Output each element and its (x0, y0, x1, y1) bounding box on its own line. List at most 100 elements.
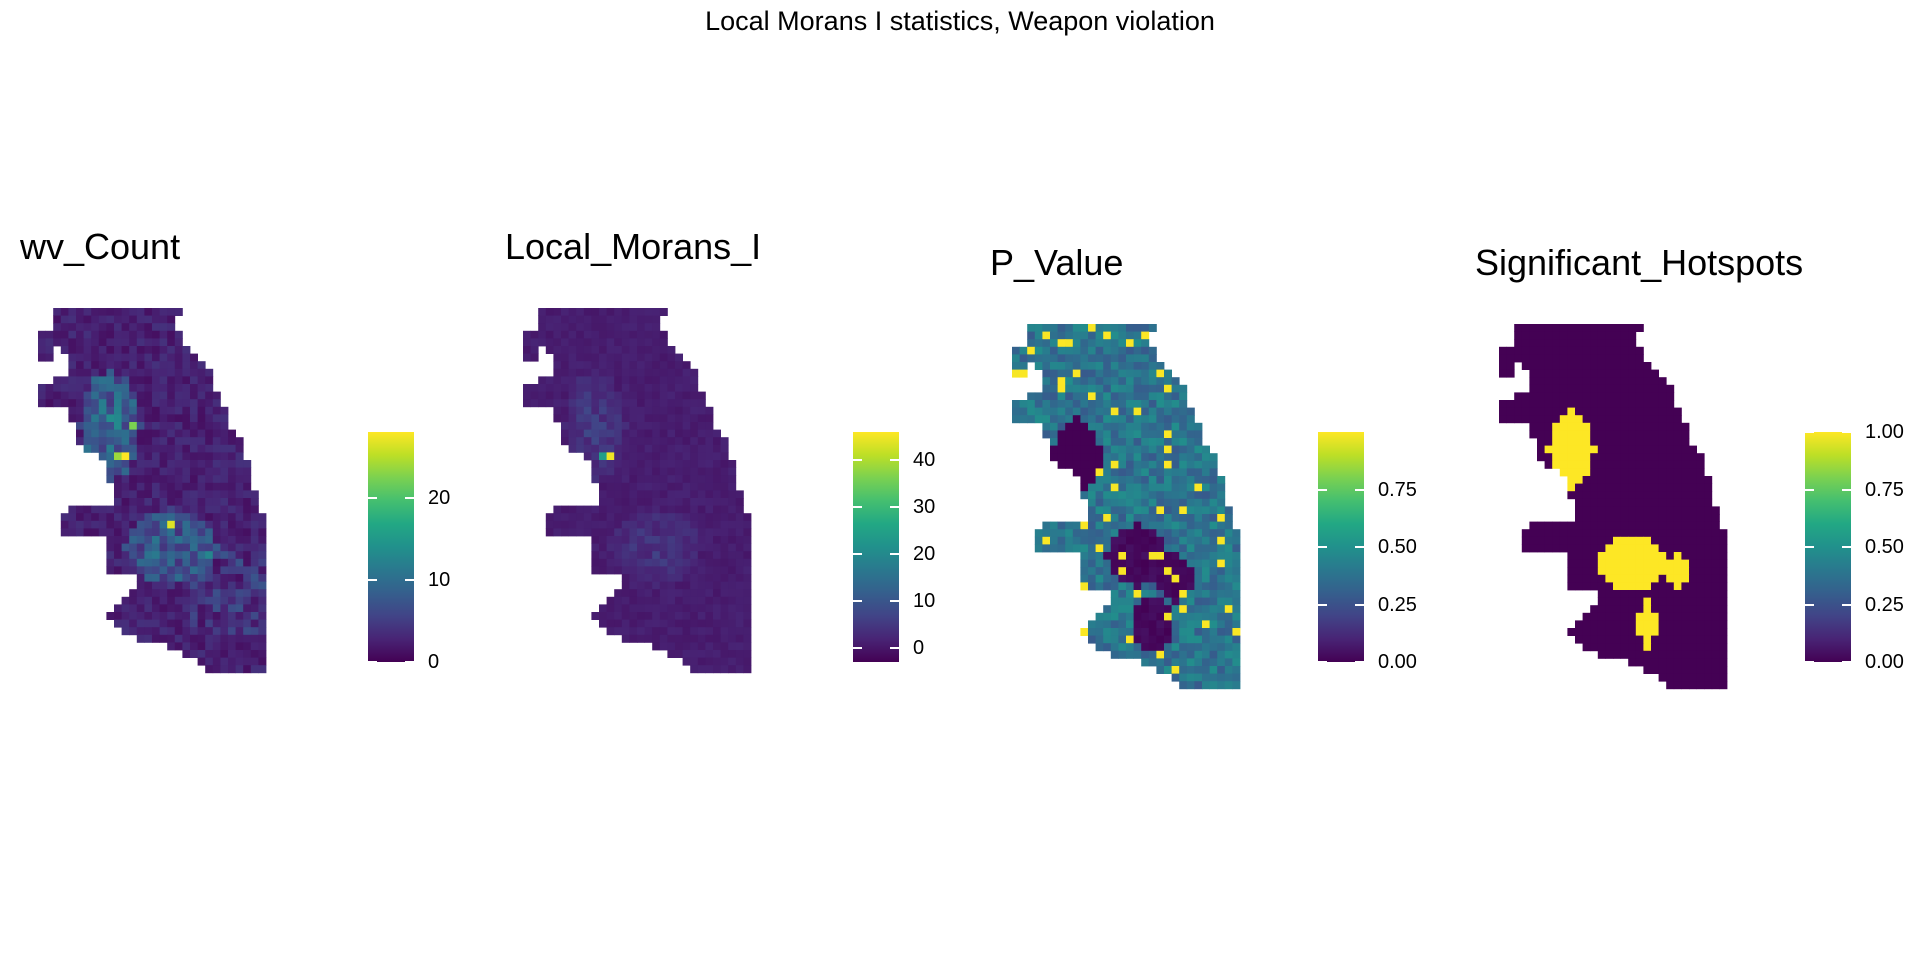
map-cell (1209, 552, 1218, 560)
map-cell (1156, 559, 1165, 568)
map-cell (235, 528, 244, 537)
map-cell (1156, 377, 1165, 386)
map-cell (1224, 574, 1233, 583)
map-cell (167, 642, 176, 651)
map-cell (697, 581, 706, 590)
map-cell (220, 429, 229, 438)
map-cell (1126, 590, 1134, 598)
map-cell (1065, 460, 1074, 469)
map-cell (637, 444, 645, 453)
map-cell (1529, 430, 1538, 439)
map-cell (1620, 476, 1629, 484)
map-cell (682, 422, 691, 430)
map-cell (1544, 369, 1553, 378)
map-cell (1057, 331, 1066, 340)
map-cell (91, 308, 100, 316)
map-cell (621, 368, 630, 377)
map-cell (591, 406, 600, 415)
map-cell (652, 467, 661, 476)
map-cell (1133, 468, 1142, 477)
map-cell (1065, 529, 1074, 538)
map-cell (697, 399, 706, 408)
map-cell (212, 391, 221, 400)
map-cell (174, 376, 183, 385)
map-cell (1590, 567, 1599, 576)
map-cell (228, 437, 236, 446)
map-cell (1696, 453, 1705, 462)
map-cell (1110, 559, 1119, 568)
map-cell (644, 627, 653, 636)
map-cell (690, 665, 699, 674)
map-cell (713, 498, 721, 506)
map-cell (220, 650, 229, 658)
map-cell (652, 490, 661, 499)
map-cell (720, 513, 729, 522)
map-cell (152, 346, 160, 354)
map-cell (68, 338, 77, 347)
map-cell (1658, 377, 1667, 386)
map-cell (159, 353, 168, 362)
map-cell (182, 551, 191, 560)
map-cell (1088, 430, 1096, 439)
map-cell (228, 490, 236, 499)
map-cell (1103, 582, 1112, 591)
map-cell (1209, 681, 1218, 690)
tick-mark (1805, 546, 1814, 548)
map-cell (159, 551, 168, 560)
map-cell (690, 422, 699, 430)
map-cell (1590, 498, 1599, 507)
map-cell (1590, 605, 1599, 614)
map-cell (675, 650, 683, 658)
map-cell (1651, 666, 1659, 674)
map-cell (1141, 643, 1150, 652)
map-cell (675, 642, 683, 651)
map-cell (682, 581, 691, 590)
map-cell (1171, 666, 1180, 674)
map-cell (1559, 339, 1568, 348)
map-cell (1186, 498, 1195, 507)
map-cell (1088, 415, 1096, 424)
map-cell (591, 467, 600, 476)
map-cell (91, 528, 100, 537)
map-cell (682, 604, 691, 613)
tick-mark (1842, 603, 1851, 606)
map-cell (728, 574, 737, 582)
map-cell (136, 346, 145, 354)
map-cell (1666, 491, 1675, 500)
map-cell (91, 429, 100, 438)
map-cell (629, 422, 638, 430)
map-cell (1704, 635, 1713, 644)
map-cell (228, 650, 236, 658)
map-cell (644, 520, 653, 529)
map-cell (136, 429, 145, 438)
map-cell (159, 612, 168, 620)
map-cell (1711, 536, 1720, 545)
map-cell (1179, 514, 1188, 522)
map-cell (1620, 468, 1629, 477)
map-cell (1027, 400, 1036, 408)
map-cell (1635, 362, 1644, 370)
map-cell (197, 414, 206, 423)
map-cell (1605, 605, 1614, 614)
map-cell (136, 338, 145, 347)
tick-mark (853, 459, 862, 462)
map-cell (1224, 628, 1233, 636)
map-cell (1179, 445, 1188, 454)
map-cell (659, 361, 668, 370)
map-cell (1567, 438, 1576, 446)
map-cell (1110, 331, 1119, 340)
map-cell (1658, 422, 1667, 431)
map-cell (197, 482, 206, 491)
map-cell (1217, 552, 1226, 560)
map-cell (197, 376, 206, 385)
map-cell (129, 308, 138, 316)
map-cell (1110, 430, 1119, 439)
map-cell (1643, 574, 1652, 583)
map-cell (1209, 460, 1218, 469)
map-cell (1202, 643, 1210, 652)
map-cell (644, 414, 653, 423)
map-cell (1217, 574, 1226, 583)
colorbar-tick-label: 20 (428, 486, 451, 509)
map-cell (1164, 650, 1172, 659)
map-cell (1666, 628, 1675, 636)
